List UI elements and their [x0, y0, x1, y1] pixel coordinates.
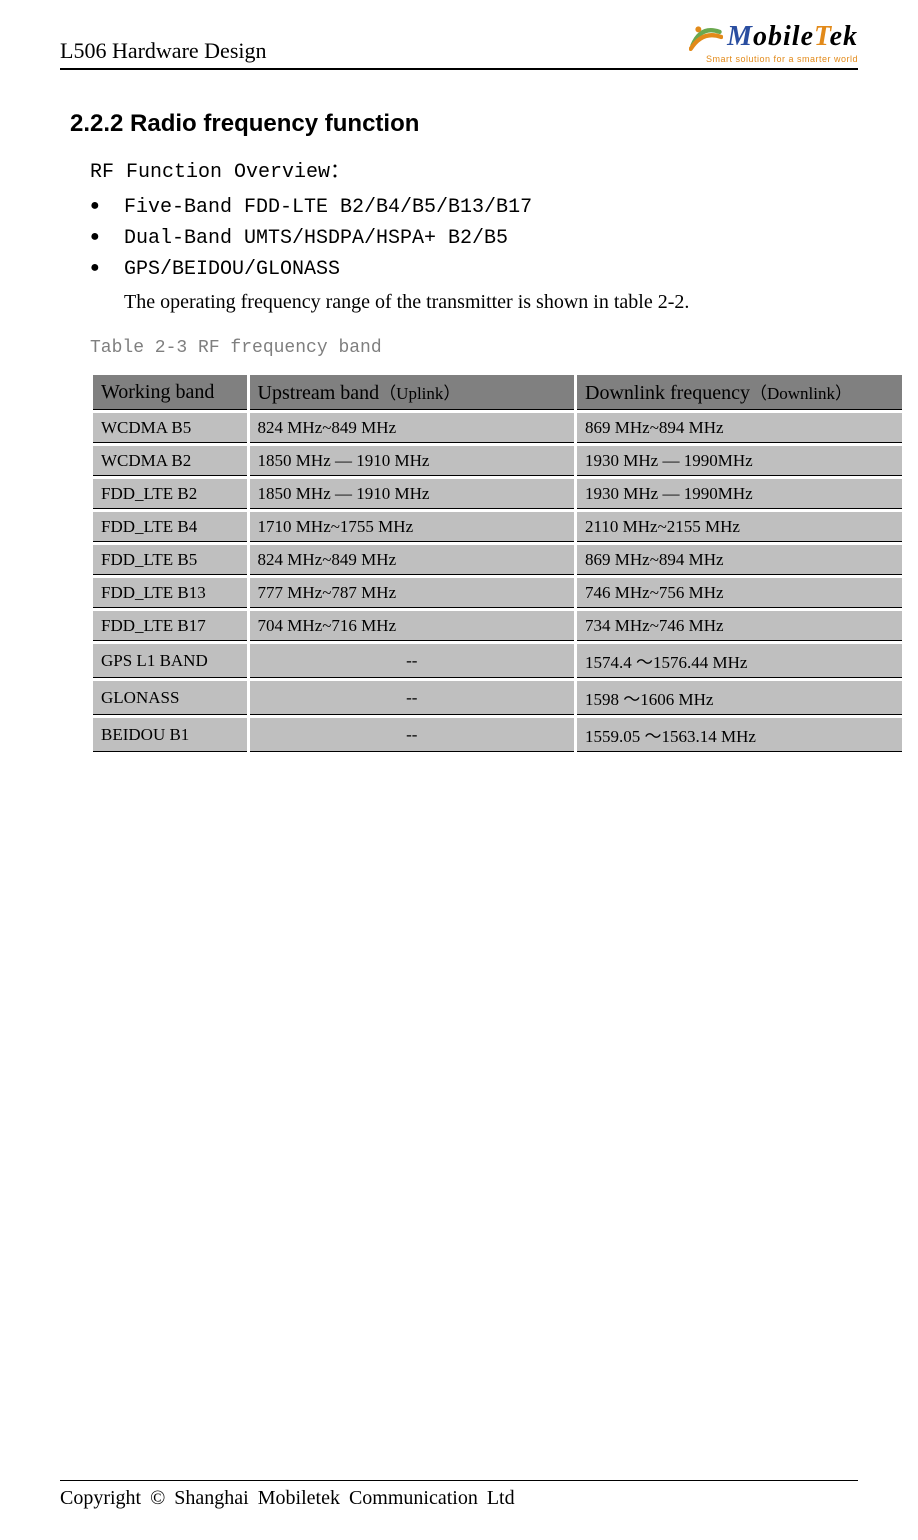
brand-logo: MobileTek Smart solution for a smarter w…: [689, 20, 858, 64]
brand-logo-text: MobileTek: [727, 21, 858, 53]
cell-band: FDD_LTE B13: [93, 578, 247, 608]
table-body: WCDMA B5 824 MHz~849 MHz 869 MHz~894 MHz…: [93, 413, 902, 752]
logo-letter-t: T: [814, 21, 830, 52]
table-row: WCDMA B2 1850 MHz — 1910 MHz 1930 MHz — …: [93, 446, 902, 476]
page-footer: Copyright © Shanghai Mobiletek Communica…: [60, 1480, 858, 1510]
footer-copyright: Copyright © Shanghai Mobiletek Communica…: [60, 1487, 858, 1510]
cell-downlink: 734 MHz~746 MHz: [577, 611, 902, 641]
cell-downlink: 1574.4 ～1576.44 MHz: [577, 644, 902, 678]
cell-upstream: --: [250, 681, 574, 715]
section-heading: 2.2.2 Radio frequency function: [70, 110, 858, 138]
col-header-working-band: Working band: [93, 375, 247, 410]
cell-band: FDD_LTE B4: [93, 512, 247, 542]
cell-upstream: 1850 MHz — 1910 MHz: [250, 446, 574, 476]
logo-swoosh-icon: [689, 20, 723, 54]
cell-band: BEIDOU B1: [93, 718, 247, 752]
col-header-upstream: Upstream band（Uplink）: [250, 375, 574, 410]
logo-letters-ek: ek: [830, 21, 858, 52]
cell-downlink: 1930 MHz — 1990MHz: [577, 479, 902, 509]
page-header: L506 Hardware Design MobileTek Smart sol…: [60, 20, 858, 70]
table-row: FDD_LTE B5 824 MHz~849 MHz 869 MHz~894 M…: [93, 545, 902, 575]
overview-bullet: Dual-Band UMTS/HSDPA/HSPA+ B2/B5: [90, 223, 858, 254]
cell-band: FDD_LTE B2: [93, 479, 247, 509]
cell-downlink: 1598 ～1606 MHz: [577, 681, 902, 715]
body-sentence: The operating frequency range of the tra…: [124, 291, 858, 314]
cell-downlink: 869 MHz~894 MHz: [577, 545, 902, 575]
table-row: BEIDOU B1 -- 1559.05 ～1563.14 MHz: [93, 718, 902, 752]
col-header-downlink: Downlink frequency（Downlink）: [577, 375, 902, 410]
cell-upstream: 824 MHz~849 MHz: [250, 545, 574, 575]
table-row: GLONASS -- 1598 ～1606 MHz: [93, 681, 902, 715]
col-header-upstream-paren: （Uplink）: [379, 384, 460, 403]
cell-upstream: --: [250, 718, 574, 752]
logo-letter-m: M: [727, 21, 753, 52]
brand-logo-main: MobileTek: [689, 20, 858, 54]
table-row: FDD_LTE B17 704 MHz~716 MHz 734 MHz~746 …: [93, 611, 902, 641]
cell-upstream: 824 MHz~849 MHz: [250, 413, 574, 443]
overview-bullet-list: Five-Band FDD-LTE B2/B4/B5/B13/B17 Dual-…: [90, 192, 858, 285]
col-header-downlink-paren: （Downlink）: [750, 384, 852, 403]
col-header-downlink-label: Downlink frequency: [585, 382, 750, 404]
doc-title: L506 Hardware Design: [60, 38, 267, 64]
cell-downlink: 1930 MHz — 1990MHz: [577, 446, 902, 476]
cell-upstream: 1710 MHz~1755 MHz: [250, 512, 574, 542]
table-row: FDD_LTE B13 777 MHz~787 MHz 746 MHz~756 …: [93, 578, 902, 608]
cell-downlink: 2110 MHz~2155 MHz: [577, 512, 902, 542]
cell-band: FDD_LTE B5: [93, 545, 247, 575]
cell-downlink: 869 MHz~894 MHz: [577, 413, 902, 443]
rf-frequency-table: Working band Upstream band（Uplink） Downl…: [90, 372, 905, 755]
logo-letters-obile: obile: [753, 21, 814, 52]
table-row: GPS L1 BAND -- 1574.4 ～1576.44 MHz: [93, 644, 902, 678]
table-caption: Table 2-3 RF frequency band: [90, 338, 858, 358]
overview-label: RF Function Overview：: [90, 154, 858, 184]
table-row: WCDMA B5 824 MHz~849 MHz 869 MHz~894 MHz: [93, 413, 902, 443]
footer-rule: [60, 1480, 858, 1481]
cell-downlink: 1559.05 ～1563.14 MHz: [577, 718, 902, 752]
cell-band: FDD_LTE B17: [93, 611, 247, 641]
cell-band: WCDMA B5: [93, 413, 247, 443]
overview-bullet: Five-Band FDD-LTE B2/B4/B5/B13/B17: [90, 192, 858, 223]
table-row: FDD_LTE B4 1710 MHz~1755 MHz 2110 MHz~21…: [93, 512, 902, 542]
overview-bullet: GPS/BEIDOU/GLONASS: [90, 254, 858, 285]
cell-upstream: 704 MHz~716 MHz: [250, 611, 574, 641]
cell-upstream: 777 MHz~787 MHz: [250, 578, 574, 608]
cell-band: GPS L1 BAND: [93, 644, 247, 678]
cell-downlink: 746 MHz~756 MHz: [577, 578, 902, 608]
col-header-upstream-label: Upstream band: [258, 382, 380, 404]
cell-upstream: 1850 MHz — 1910 MHz: [250, 479, 574, 509]
table-row: FDD_LTE B2 1850 MHz — 1910 MHz 1930 MHz …: [93, 479, 902, 509]
cell-band: GLONASS: [93, 681, 247, 715]
table-header-row: Working band Upstream band（Uplink） Downl…: [93, 375, 902, 410]
cell-band: WCDMA B2: [93, 446, 247, 476]
cell-upstream: --: [250, 644, 574, 678]
brand-tagline: Smart solution for a smarter world: [706, 54, 858, 64]
